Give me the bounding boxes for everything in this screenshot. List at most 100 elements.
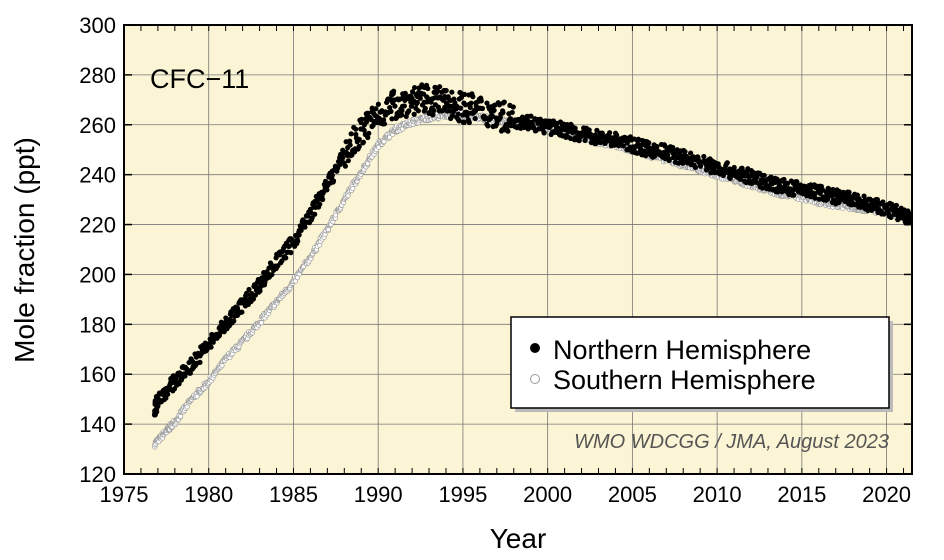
northern-point xyxy=(576,138,582,144)
northern-point xyxy=(392,103,398,109)
northern-point xyxy=(510,104,516,110)
legend-marker-northern xyxy=(530,343,540,353)
northern-point xyxy=(425,85,431,92)
northern-point xyxy=(348,131,354,137)
northern-point xyxy=(541,130,547,136)
northern-point xyxy=(479,105,486,112)
northern-point xyxy=(464,113,470,119)
northern-point xyxy=(197,359,203,365)
northern-point xyxy=(406,108,412,114)
x-tick-label: 2000 xyxy=(523,482,572,507)
northern-point xyxy=(401,103,407,109)
northern-point xyxy=(389,116,395,122)
northern-point xyxy=(295,238,301,244)
northern-point xyxy=(457,105,464,111)
y-tick-label: 200 xyxy=(79,262,116,287)
northern-point xyxy=(774,176,780,182)
legend-label-southern: Southern Hemisphere xyxy=(553,365,816,395)
northern-point xyxy=(296,232,302,238)
northern-point xyxy=(501,99,507,105)
southern-point xyxy=(194,393,200,400)
northern-point xyxy=(329,172,336,178)
northern-point xyxy=(359,116,365,122)
northern-point xyxy=(485,123,491,129)
x-tick-label: 1980 xyxy=(184,482,233,507)
northern-point xyxy=(298,227,304,233)
northern-point xyxy=(507,116,514,122)
northern-point xyxy=(360,139,367,145)
northern-point xyxy=(246,286,252,293)
northern-point xyxy=(528,113,534,119)
northern-point xyxy=(356,136,362,142)
x-tick-label: 1990 xyxy=(354,482,403,507)
northern-point xyxy=(388,108,394,114)
northern-point xyxy=(342,163,348,169)
northern-point xyxy=(269,271,275,278)
northern-point xyxy=(208,344,214,350)
northern-point xyxy=(434,88,441,94)
northern-point xyxy=(812,195,818,201)
ticks: 1975 1980 1985 1990 1995 2000 2005 2010 2015 2020… xyxy=(79,13,912,507)
northern-point xyxy=(363,119,370,125)
northern-point xyxy=(330,178,337,184)
northern-point xyxy=(449,89,455,95)
northern-point xyxy=(836,188,843,195)
chart-title: CFC−11 xyxy=(150,64,249,94)
y-tick-label: 180 xyxy=(79,312,116,337)
northern-point xyxy=(176,381,182,387)
x-tick-label: 1975 xyxy=(100,482,149,507)
northern-point xyxy=(761,172,767,179)
northern-point xyxy=(391,88,397,94)
northern-point xyxy=(794,178,800,185)
southern-point xyxy=(184,404,190,410)
northern-point xyxy=(468,100,474,106)
northern-hemisphere-series xyxy=(151,82,913,418)
northern-point xyxy=(509,109,515,116)
x-tick-label: 1995 xyxy=(438,482,487,507)
northern-point xyxy=(670,144,676,151)
northern-point xyxy=(365,134,371,141)
northern-point xyxy=(830,186,836,193)
northern-point xyxy=(279,258,285,264)
northern-point xyxy=(731,164,737,171)
northern-point xyxy=(345,158,351,164)
northern-point xyxy=(187,370,193,376)
northern-point xyxy=(430,112,436,118)
northern-point xyxy=(376,115,382,121)
northern-point xyxy=(558,127,564,133)
northern-point xyxy=(824,196,831,202)
northern-point xyxy=(500,110,506,116)
northern-point xyxy=(586,127,592,133)
northern-point xyxy=(361,127,367,133)
legend-marker-southern xyxy=(530,374,540,384)
northern-point xyxy=(692,164,698,170)
northern-point xyxy=(449,113,456,119)
northern-point xyxy=(411,111,417,117)
northern-point xyxy=(466,119,472,126)
northern-point xyxy=(784,180,791,186)
southern-point xyxy=(365,161,371,167)
x-tick-label: 2010 xyxy=(693,482,742,507)
northern-point xyxy=(701,153,707,160)
y-tick-label: 220 xyxy=(79,213,116,238)
y-tick-label: 280 xyxy=(79,63,116,88)
x-tick-label: 2020 xyxy=(862,482,911,507)
y-tick-label: 260 xyxy=(79,113,116,138)
northern-point xyxy=(231,318,237,324)
y-tick-label: 240 xyxy=(79,163,116,188)
northern-point xyxy=(422,105,428,111)
northern-point xyxy=(335,165,341,171)
northern-point xyxy=(286,243,292,249)
y-tick-label: 300 xyxy=(79,13,116,38)
northern-point xyxy=(861,193,867,199)
northern-point xyxy=(443,87,449,94)
northern-point xyxy=(373,106,379,112)
northern-point xyxy=(340,155,346,161)
northern-point xyxy=(467,104,473,110)
northern-point xyxy=(347,142,353,148)
y-axis-label: Mole fraction (ppt) xyxy=(9,137,40,363)
southern-point xyxy=(387,134,393,140)
x-tick-label: 2005 xyxy=(608,482,657,507)
northern-point xyxy=(572,125,578,131)
